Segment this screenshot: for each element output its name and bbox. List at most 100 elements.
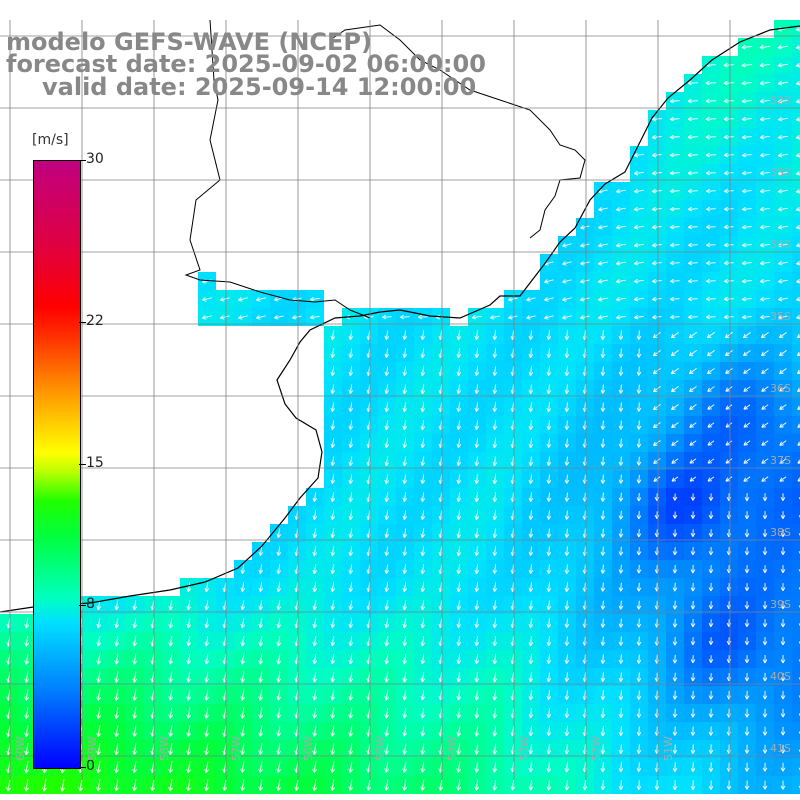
wind-arrow — [705, 80, 717, 86]
wind-arrow — [777, 44, 789, 50]
wind-arrow — [777, 152, 788, 158]
wind-arrow — [762, 583, 768, 592]
wind-arrow — [384, 600, 390, 611]
wind-arrow — [330, 546, 336, 557]
wind-arrow — [186, 725, 191, 737]
wind-arrow — [633, 188, 644, 194]
wind-arrow — [636, 726, 642, 736]
wind-arrow — [652, 296, 662, 302]
wind-arrow — [762, 654, 768, 664]
wind-arrow — [795, 207, 800, 212]
wind-arrow — [132, 671, 137, 683]
wind-arrow — [240, 779, 245, 791]
wind-arrow — [24, 671, 29, 683]
wind-arrow — [708, 601, 714, 610]
wind-arrow — [220, 315, 230, 320]
wind-arrow — [672, 708, 678, 718]
wind-arrow — [652, 385, 661, 393]
wind-cell — [792, 56, 800, 74]
wind-arrow — [564, 582, 570, 592]
wind-arrow — [348, 618, 354, 629]
wind-cell — [792, 488, 800, 506]
wind-arrow — [690, 690, 696, 700]
wind-arrow — [724, 224, 734, 230]
wind-arrow — [652, 278, 662, 284]
wind-arrow — [6, 778, 11, 792]
wind-arrow — [456, 636, 462, 647]
wind-arrow — [492, 348, 498, 358]
wind-arrow — [723, 152, 734, 158]
wind-arrow — [618, 348, 624, 358]
wind-arrow — [96, 743, 101, 756]
wind-arrow — [186, 582, 192, 593]
wind-arrow — [348, 474, 354, 485]
wind-arrow — [780, 636, 786, 646]
wind-arrow — [780, 529, 786, 538]
wind-arrow — [114, 743, 119, 756]
wind-arrow — [204, 653, 210, 665]
wind-arrow — [671, 440, 679, 446]
colorbar-tick-mark — [79, 767, 86, 768]
wind-arrow — [312, 671, 318, 683]
wind-arrow — [456, 546, 462, 557]
wind-arrow — [492, 671, 498, 683]
wind-arrow — [600, 420, 606, 430]
wind-arrow — [723, 80, 735, 86]
wind-arrow — [795, 117, 800, 122]
wind-arrow — [636, 618, 642, 628]
wind-arrow — [402, 510, 408, 520]
wind-arrow — [633, 260, 644, 266]
wind-arrow — [690, 564, 696, 574]
wind-arrow — [798, 605, 800, 609]
wind-arrow — [240, 725, 245, 737]
wind-arrow — [708, 493, 714, 501]
wind-arrow — [276, 779, 281, 791]
wind-arrow — [798, 551, 800, 555]
wind-arrow — [708, 529, 714, 538]
wind-arrow — [582, 779, 588, 791]
wind-arrow — [186, 635, 192, 647]
wind-arrow — [687, 170, 698, 176]
wind-arrow — [654, 780, 660, 790]
wind-arrow — [348, 492, 354, 503]
wind-arrow — [96, 778, 101, 792]
wind-arrow — [492, 600, 498, 610]
wind-arrow — [330, 474, 336, 484]
wind-arrow — [276, 653, 281, 665]
wind-arrow — [564, 726, 570, 737]
wind-arrow — [762, 762, 768, 772]
wind-arrow — [672, 726, 678, 736]
wind-arrow — [546, 564, 552, 574]
wind-arrow — [474, 743, 480, 755]
wind-arrow — [564, 510, 570, 520]
wind-arrow — [779, 368, 787, 374]
wind-arrow — [474, 510, 480, 521]
wind-arrow — [780, 583, 786, 592]
wind-arrow — [690, 726, 696, 736]
wind-arrow — [490, 315, 500, 320]
lon-label: 57W — [229, 736, 243, 761]
wind-arrow — [330, 600, 336, 611]
wind-arrow — [795, 45, 800, 50]
wind-arrow — [690, 672, 696, 682]
wind-arrow — [330, 330, 336, 341]
wind-arrow — [706, 314, 716, 320]
wind-arrow — [310, 296, 320, 302]
wind-arrow — [546, 708, 552, 719]
lat-label: 34S — [770, 238, 791, 251]
wind-arrow — [636, 708, 642, 718]
wind-arrow — [689, 440, 697, 446]
wind-arrow — [762, 690, 768, 700]
wind-arrow — [384, 546, 390, 556]
wind-arrow — [474, 564, 480, 574]
wind-arrow — [744, 762, 750, 772]
wind-arrow — [760, 314, 770, 320]
lat-label: 37S — [770, 454, 791, 467]
wind-arrow — [651, 188, 662, 194]
wind-arrow — [598, 243, 608, 248]
wind-arrow — [508, 315, 518, 320]
wind-arrow — [528, 492, 534, 502]
wind-arrow — [688, 314, 698, 320]
wind-arrow — [114, 689, 119, 701]
wind-arrow — [330, 366, 336, 377]
